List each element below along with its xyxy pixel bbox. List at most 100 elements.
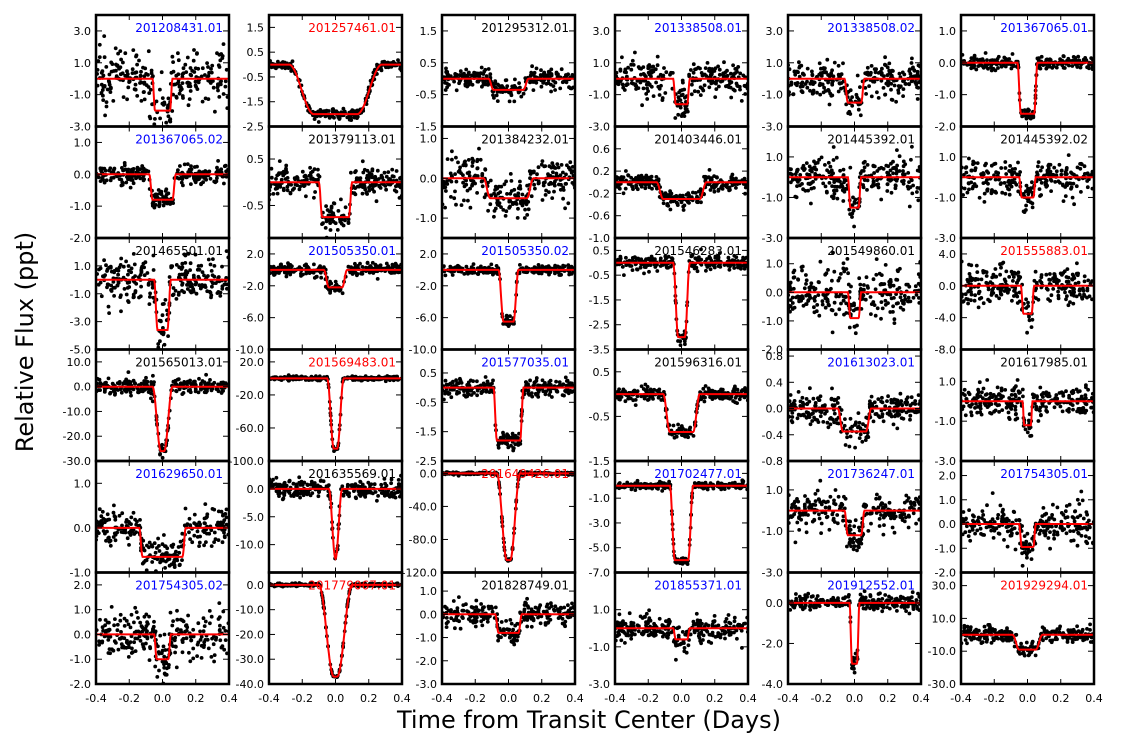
data-point — [207, 170, 211, 174]
data-point — [566, 201, 570, 205]
data-point — [98, 55, 102, 59]
data-point — [169, 266, 173, 270]
data-point — [532, 88, 536, 92]
data-point — [338, 117, 342, 121]
data-point — [103, 520, 107, 524]
data-point — [495, 264, 499, 268]
data-point — [551, 164, 555, 168]
data-point — [393, 188, 397, 192]
data-point — [521, 193, 525, 197]
data-point — [217, 601, 221, 605]
data-point — [488, 202, 492, 206]
y-tick-label: -80.0 — [409, 533, 437, 546]
data-point — [153, 665, 157, 669]
data-point — [316, 110, 320, 114]
data-point — [553, 604, 557, 608]
data-point — [492, 192, 496, 196]
data-point — [395, 169, 399, 173]
data-point — [178, 563, 182, 567]
data-point — [485, 74, 489, 78]
data-point — [163, 573, 167, 577]
data-point — [535, 67, 539, 71]
y-tick-label: -2.5 — [243, 121, 264, 134]
data-point — [220, 510, 224, 514]
data-point — [216, 86, 220, 90]
data-point — [463, 185, 467, 189]
data-point — [217, 617, 221, 621]
y-tick-label: -20.0 — [236, 628, 264, 641]
x-tick-label: 0.0 — [154, 692, 172, 705]
data-point — [533, 380, 537, 384]
data-point — [470, 74, 474, 78]
data-point — [103, 55, 107, 59]
data-point — [541, 198, 545, 202]
data-point — [510, 179, 514, 183]
y-tick-label: 2.0 — [74, 579, 92, 592]
data-point — [107, 629, 111, 633]
data-point — [189, 638, 193, 642]
data-point — [208, 621, 212, 625]
data-point — [290, 264, 294, 268]
data-point — [394, 264, 398, 268]
data-point — [134, 289, 138, 293]
data-point — [457, 381, 461, 385]
data-point — [118, 49, 122, 53]
model-curve — [442, 473, 575, 560]
x-tick-label: 0.4 — [393, 692, 411, 705]
data-point — [375, 199, 379, 203]
data-point — [489, 263, 493, 267]
data-point — [180, 392, 184, 396]
data-point — [125, 388, 129, 392]
data-point — [554, 380, 558, 384]
data-point — [451, 273, 455, 277]
data-point — [119, 178, 123, 182]
data-point — [196, 87, 200, 91]
data-point — [151, 374, 155, 378]
data-point — [508, 314, 512, 318]
data-point — [544, 193, 548, 197]
y-tick-label: 1.0 — [74, 604, 92, 617]
data-point — [480, 180, 484, 184]
data-point — [396, 58, 400, 62]
data-point — [361, 272, 365, 276]
data-point — [120, 166, 124, 170]
data-point — [144, 376, 148, 380]
data-point — [189, 89, 193, 93]
data-point — [449, 195, 453, 199]
data-point — [164, 189, 168, 193]
data-point — [445, 625, 449, 629]
y-tick-label: -1.0 — [70, 567, 91, 580]
data-point — [363, 168, 367, 172]
data-point — [476, 272, 480, 276]
data-point — [126, 286, 130, 290]
panel-plot-area — [440, 262, 576, 328]
data-point — [98, 507, 102, 511]
data-point — [371, 167, 375, 171]
data-point — [485, 388, 489, 392]
data-point — [175, 297, 179, 301]
data-point — [138, 81, 142, 85]
data-point — [194, 80, 198, 84]
data-point — [516, 216, 520, 220]
data-point — [134, 83, 138, 87]
data-point — [216, 291, 220, 295]
data-point — [341, 291, 345, 295]
data-point — [397, 478, 401, 482]
data-point — [179, 540, 183, 544]
data-point — [203, 522, 207, 526]
data-point — [142, 177, 146, 181]
data-point — [129, 626, 133, 630]
data-point — [176, 168, 180, 172]
data-point — [328, 221, 332, 225]
data-point — [353, 262, 357, 266]
data-point — [202, 274, 206, 278]
data-point — [567, 166, 571, 170]
data-point — [317, 494, 321, 498]
y-tick-label: 1.5 — [247, 21, 265, 34]
data-point — [133, 381, 137, 385]
data-point — [182, 620, 186, 624]
